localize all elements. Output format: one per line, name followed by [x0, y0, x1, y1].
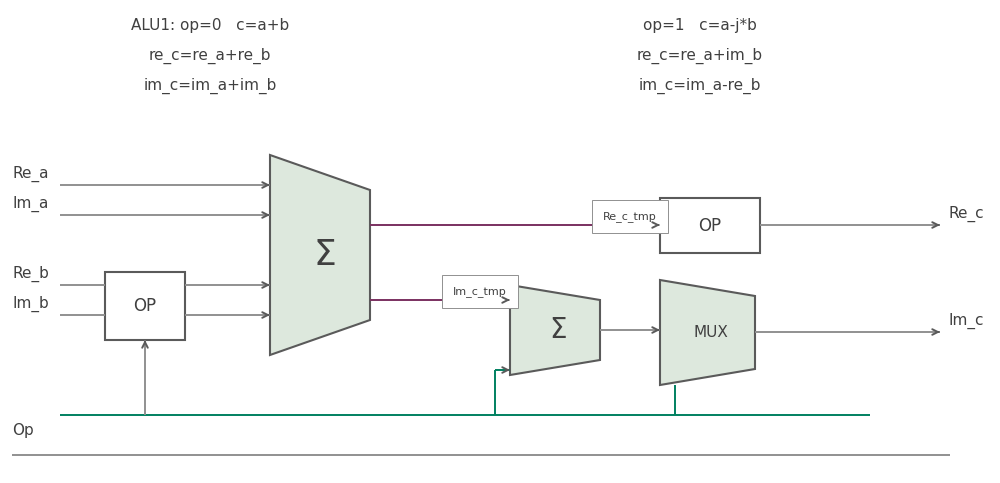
Text: Σ: Σ [314, 238, 336, 272]
Text: Re_a: Re_a [12, 166, 48, 182]
Text: re_c=re_a+re_b: re_c=re_a+re_b [149, 48, 271, 64]
Text: re_c=re_a+im_b: re_c=re_a+im_b [637, 48, 763, 64]
Text: Σ: Σ [549, 316, 567, 344]
Text: Im_c_tmp: Im_c_tmp [453, 286, 507, 297]
Bar [660, 198, 760, 253]
Text: im_c=im_a+im_b: im_c=im_a+im_b [143, 78, 277, 94]
Polygon shape [510, 285, 600, 375]
Text: ALU1: op=0   c=a+b: ALU1: op=0 c=a+b [131, 18, 289, 33]
Text: Op: Op [12, 423, 34, 438]
Text: Re_b: Re_b [12, 266, 49, 282]
Text: Re_c: Re_c [948, 206, 984, 222]
Text: MUX: MUX [693, 325, 728, 340]
Text: op=1   c=a-j*b: op=1 c=a-j*b [643, 18, 757, 33]
Text: Re_c_tmp: Re_c_tmp [603, 211, 657, 222]
Text: OP: OP [133, 297, 157, 315]
Bar [105, 272, 185, 340]
Text: Im_a: Im_a [12, 196, 48, 212]
Text: Im_b: Im_b [12, 296, 49, 312]
Polygon shape [270, 155, 370, 355]
Polygon shape [660, 280, 755, 385]
Text: OP: OP [698, 216, 722, 235]
Text: Im_c: Im_c [948, 313, 984, 329]
Text: im_c=im_a-re_b: im_c=im_a-re_b [639, 78, 761, 94]
